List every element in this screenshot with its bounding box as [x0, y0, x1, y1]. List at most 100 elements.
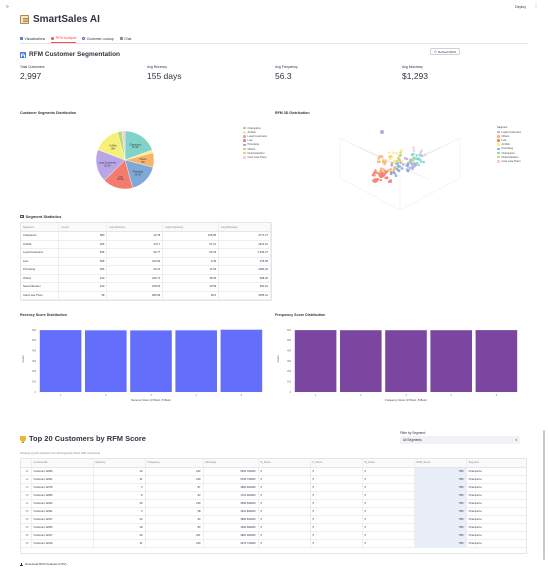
- table-row[interactable]: Loyal Customers 545 90.77 93.18 1,536.27: [21, 248, 271, 258]
- table-row[interactable]: 12 Customer 11061 31 229 5136.730000 5 5 5 555 Ch…: [21, 475, 526, 484]
- scatter-point: [378, 170, 382, 174]
- recency-chart-title: Recency Score Distribution: [20, 313, 67, 317]
- legend-item[interactable]: At Risk: [497, 143, 521, 147]
- table-cell: 93: [145, 491, 204, 500]
- tab-rfm-analysis[interactable]: RFM Analysis: [51, 36, 77, 43]
- bar[interactable]: [340, 330, 382, 392]
- legend-label: At Risk: [247, 130, 256, 134]
- scatter-legend-items: Loyal Customers Others Lost At Risk Promisin…: [497, 130, 521, 164]
- legend-item[interactable]: Need Attention: [497, 155, 521, 159]
- table-row[interactable]: 25 Customer 11091 3 98 1941.830000 5 5 5 555 Cham…: [21, 507, 526, 516]
- legend-item[interactable]: Champions: [497, 151, 521, 155]
- bar[interactable]: [294, 330, 337, 392]
- column-header[interactable]: Recency: [93, 459, 146, 468]
- legend-item[interactable]: Promising: [243, 143, 267, 147]
- table-row[interactable]: Others 240 249.71 38.35 968.20: [21, 274, 271, 283]
- bar[interactable]: [130, 330, 172, 392]
- bar[interactable]: [175, 330, 217, 392]
- column-header[interactable]: Frequency: [145, 459, 204, 468]
- main-menu-icon[interactable]: ⋮: [533, 3, 539, 9]
- legend-item[interactable]: Need Attention: [243, 151, 267, 155]
- recency-bar-chart[interactable]: 0 100 200 300 400 500 600 1 2 3 4 5 Recency Score (1…: [20, 320, 270, 406]
- table-cell: Customer 11091: [31, 507, 94, 516]
- table-cell: 5: [362, 475, 415, 484]
- table-row[interactable]: Cant Lose Them 48 383.96 96.6 1555.31: [21, 291, 271, 300]
- column-header[interactable]: F_Score: [310, 459, 363, 468]
- table-cell: 12: [21, 475, 32, 484]
- deploy-button[interactable]: Deploy: [515, 5, 526, 9]
- legend-item[interactable]: Cant Lose Them: [243, 155, 267, 159]
- table-row[interactable]: 26 Customer 11047 23 94 1806.610000 5 5 5 555 Cha…: [21, 515, 526, 524]
- sidebar-toggle-icon[interactable]: »: [6, 4, 9, 10]
- table-row[interactable]: At Risk 206 270.7 97.12 1812.91: [21, 240, 271, 249]
- scatter-legend-title: Segment: [497, 126, 508, 129]
- column-header[interactable]: RFM_Score: [414, 459, 467, 468]
- refresh-rfm-button[interactable]: ⟳ Refresh RFM: [430, 48, 460, 55]
- tab-chat[interactable]: Chat: [119, 36, 131, 43]
- legend-label: Others: [501, 134, 510, 138]
- download-csv-button[interactable]: Download RFM Analysis (CSV): [20, 562, 67, 566]
- bar[interactable]: [85, 330, 127, 392]
- legend-item[interactable]: Loyal Customers: [243, 134, 267, 138]
- legend-label: Cant Lose Them: [247, 155, 267, 159]
- page-scrollbar[interactable]: [543, 430, 545, 560]
- legend-item[interactable]: Cant Lose Them: [497, 159, 521, 163]
- legend-swatch: [497, 147, 500, 151]
- column-header[interactable]: Count: [58, 223, 108, 232]
- legend-item[interactable]: Loyal Customers: [497, 130, 521, 134]
- column-header[interactable]: R_Score: [258, 459, 311, 468]
- pie-slice[interactable]: [121, 130, 126, 161]
- chat-icon: [119, 37, 123, 40]
- bar[interactable]: [385, 330, 427, 392]
- table-row[interactable]: 30 Customer 11060 18 83 1606.690000 5 5 5 555 Cha…: [21, 523, 526, 532]
- rfm-3d-scatter[interactable]: [320, 118, 480, 214]
- legend-item[interactable]: At Risk: [243, 130, 267, 134]
- column-header[interactable]: CustomerID: [31, 459, 94, 468]
- legend-item[interactable]: Promising: [497, 147, 521, 151]
- table-cell: 83: [145, 523, 204, 532]
- table-cell: 590.91: [218, 282, 271, 292]
- bar[interactable]: [220, 329, 263, 392]
- legend-item[interactable]: Lost: [497, 138, 521, 142]
- legend-item[interactable]: Champions: [243, 126, 267, 130]
- table-cell: Champions: [466, 507, 526, 516]
- legend-item[interactable]: Others: [497, 134, 521, 138]
- tab-visualizations[interactable]: Visualizations: [20, 36, 45, 43]
- column-header[interactable]: Avg Recency: [106, 223, 164, 232]
- column-header[interactable]: Segment: [466, 459, 526, 468]
- legend-item[interactable]: Others: [243, 147, 267, 151]
- table-row[interactable]: 13 Customer 11078 3 87 1866.320000 5 5 5 555 Cham…: [21, 483, 526, 492]
- scatter-point: [392, 151, 395, 155]
- scatter-legend: Segment Loyal Customers Others Lost At Risk…: [497, 126, 521, 164]
- bar[interactable]: [475, 330, 518, 392]
- table-row[interactable]: Promising 486 63.21 11.63 1083.32: [21, 265, 271, 275]
- refresh-icon: ⟳: [434, 49, 438, 54]
- column-header[interactable]: Monetary: [203, 459, 259, 468]
- legend-item[interactable]: Lost: [243, 139, 267, 143]
- table-row[interactable]: 11 Customer 11060 10 243 5663.760000 5 5 5 555 Ch…: [21, 467, 526, 476]
- bar[interactable]: [39, 330, 82, 392]
- scatter-point: [414, 162, 417, 166]
- legend-swatch: [497, 143, 500, 146]
- column-header[interactable]: Avg Monetary: [218, 223, 271, 232]
- table-row[interactable]: Champions 580 23.78 108.95 2771.27: [21, 231, 271, 241]
- top-customers-table[interactable]: CustomerID Recency Frequency Monetary R_…: [20, 458, 527, 554]
- bar[interactable]: [430, 330, 472, 392]
- legend-label: Champions: [501, 151, 515, 155]
- segment-stats-table[interactable]: Segment Count Avg Recency Avg Frequency …: [20, 222, 272, 301]
- column-header[interactable]: M_Score: [362, 459, 415, 468]
- table-row[interactable]: 36 Customer 11017 30 261 4981.000000 5 5 5 555 Ch…: [21, 531, 526, 540]
- tab-customer-lookup[interactable]: Customer Lookup: [82, 36, 114, 43]
- legend-label: Champions: [247, 126, 261, 130]
- table-cell: 486: [58, 265, 108, 275]
- column-header[interactable]: Segment: [21, 223, 60, 232]
- magnifier-icon: [82, 37, 86, 40]
- table-row[interactable]: Lost 508 424.84 9.45 215.68: [21, 257, 271, 266]
- table-row[interactable]: 19 Customer 11083 8 93 1761.020000 5 5 5 555 Cham…: [21, 491, 526, 500]
- table-row[interactable]: 39 Customer 11016 31 240 4276.710000 5 5 5 555 Ch…: [21, 539, 526, 548]
- segment-filter-select[interactable]: All Segments ▾: [400, 436, 520, 444]
- table-row[interactable]: Need Attention 240 108.53 19.59 590.91: [21, 282, 271, 292]
- table-row[interactable]: 24 Customer 11040 25 239 4590.530000 5 5 5 555 Ch…: [21, 499, 526, 508]
- frequency-bar-chart[interactable]: 0 100 200 300 400 500 600 1 2 3 4 5 Frequency Score …: [275, 320, 525, 406]
- column-header[interactable]: Avg Frequency: [162, 223, 220, 232]
